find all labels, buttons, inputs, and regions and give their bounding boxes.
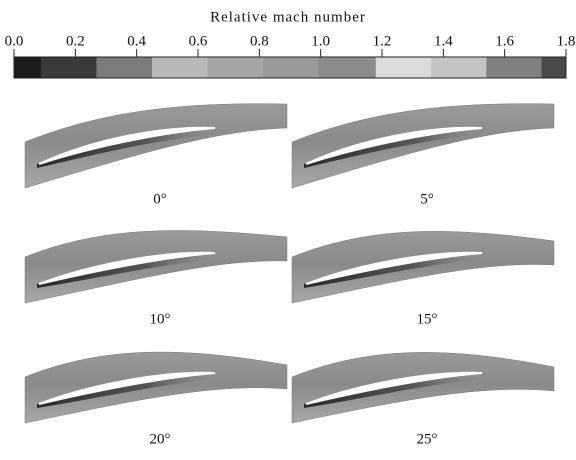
colorbar-frame [13,56,567,79]
colorbar-segment [375,57,432,78]
panel-label: 0° [153,191,167,207]
panel-label: 20° [150,431,171,447]
suction-shade [37,371,220,408]
colorbar-segment [96,57,152,78]
colorbar-segment [14,57,42,78]
panel-label: 15° [417,311,438,327]
blade [305,126,483,165]
colorbar-segment [207,57,263,78]
blade [305,251,483,285]
suction-shade [304,126,487,168]
tick-label: 0.2 [66,33,85,49]
blade [305,371,483,405]
colorbar-segment [431,57,487,78]
panel-label: 25° [417,431,438,447]
flow-passage [24,103,288,189]
tick-label: 0.6 [189,33,208,49]
tick-label: 1.4 [434,33,453,49]
blade [38,251,216,285]
flow-passage [24,351,288,424]
suction-shade [37,126,220,168]
tick-label: 1.8 [557,33,576,49]
tick-label: 1.6 [495,33,514,49]
suction-shade [304,371,487,408]
flow-passage [291,103,555,189]
flow-passage [291,231,555,304]
colorbar-segment [41,57,97,78]
suction-shade [37,251,220,288]
suction-shade [304,251,487,288]
tick-label: 0.0 [5,33,24,49]
tick-label: 1.2 [373,33,392,49]
blade [38,126,216,165]
tick-label: 0.8 [250,33,269,49]
colorbar-segment [486,57,542,78]
colorbar-title: Relative mach number [210,9,366,25]
panel-label: 10° [150,311,171,327]
colorbar-segment [262,57,318,78]
colorbar-segment [152,57,208,78]
colorbar-segment [317,57,376,78]
tick-label: 0.4 [127,33,146,49]
blade [38,371,216,405]
flow-passage [291,352,555,424]
panel-label: 5° [420,191,434,207]
colorbar-segment [541,57,566,78]
tick-label: 1.0 [311,33,330,49]
